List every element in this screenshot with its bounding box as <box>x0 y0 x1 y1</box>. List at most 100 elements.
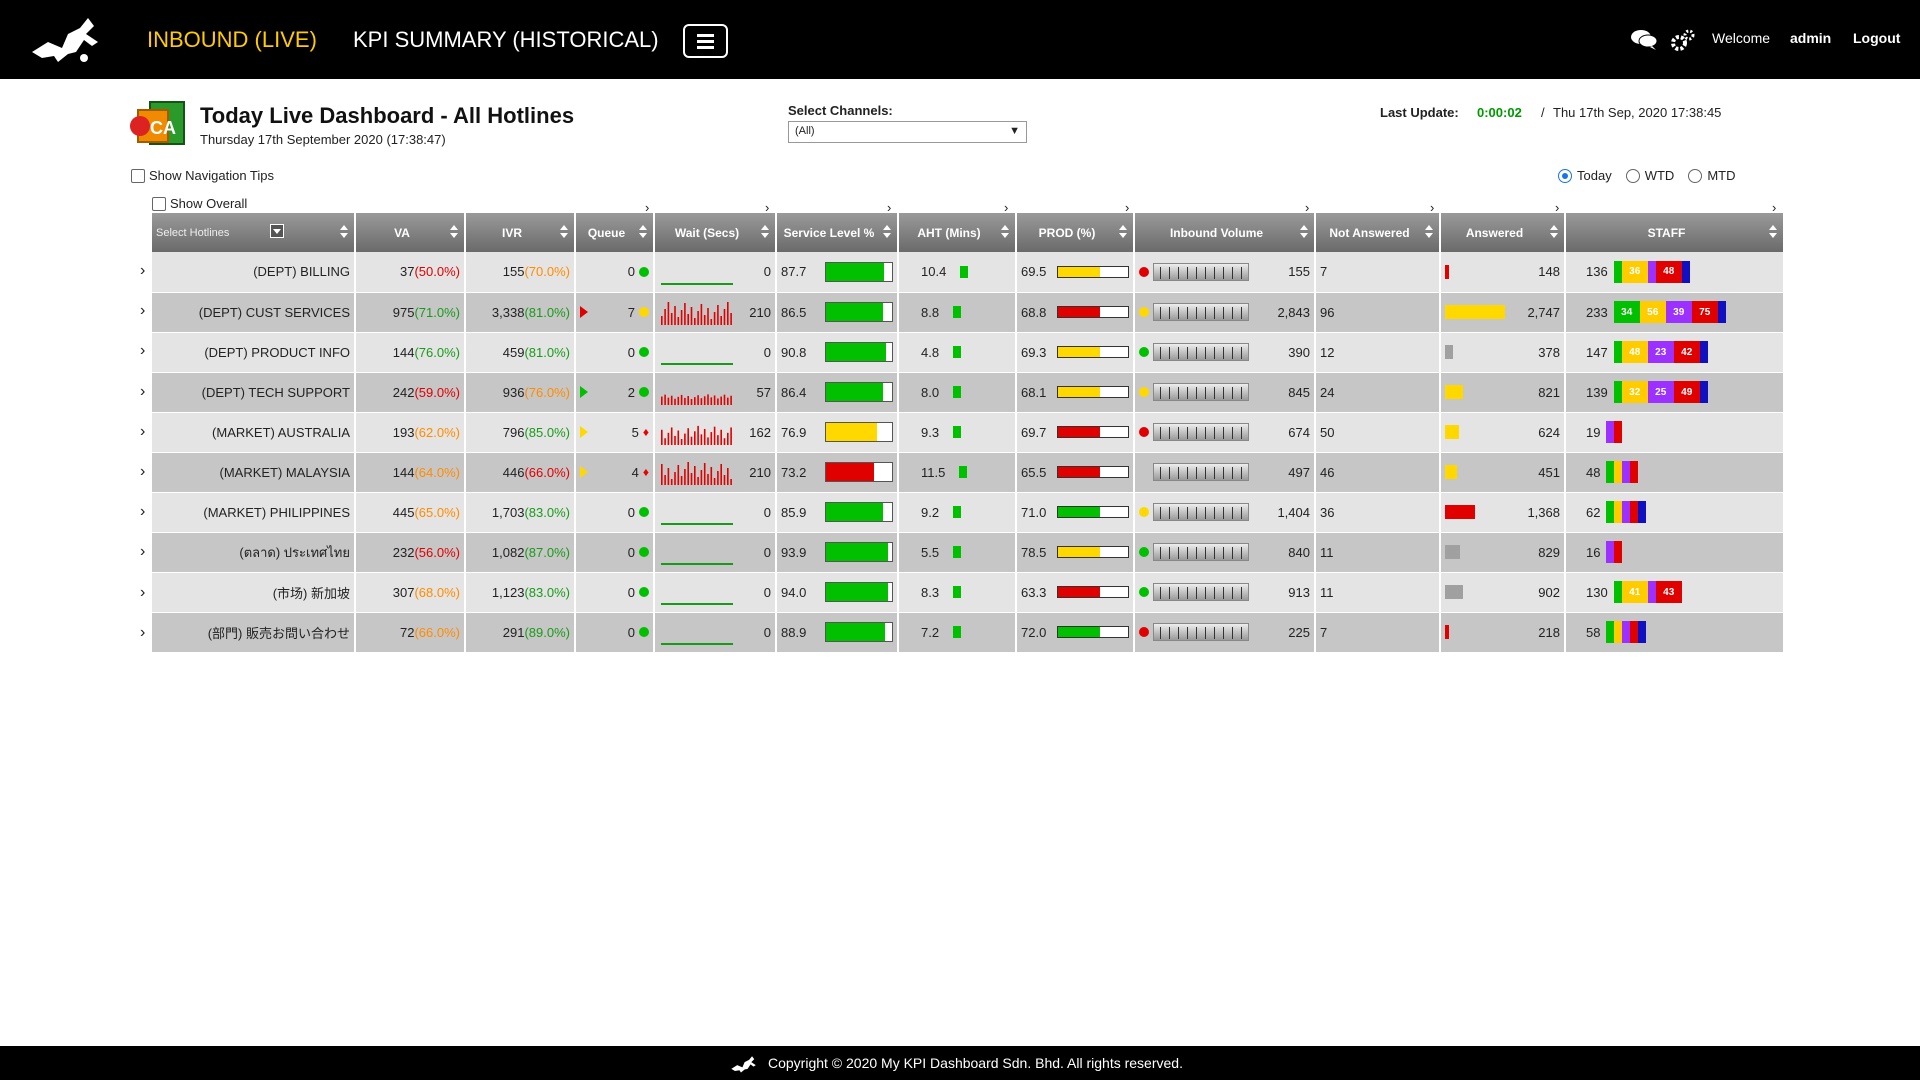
row-expand-chevron-icon[interactable]: › <box>140 262 146 279</box>
hamburger-menu-button[interactable] <box>683 24 728 58</box>
aht-cell: 7.2 <box>898 612 1017 653</box>
table-row[interactable]: (部門) 販売お問い合わせ 72(66.0%) 291(89.0%) 0 0 88.9 7.… <box>152 612 1785 653</box>
row-expand-chevron-icon[interactable]: › <box>140 543 146 561</box>
sl-fill <box>826 503 883 521</box>
radio-dot[interactable] <box>1688 168 1703 183</box>
hotline-name-cell[interactable]: (MARKET) MALAYSIA <box>152 452 356 493</box>
answered-bar <box>1445 425 1459 439</box>
wait-value: 0 <box>763 544 771 560</box>
radio-dot[interactable] <box>1558 168 1572 183</box>
hotline-name-cell[interactable]: (DEPT) TECH SUPPORT <box>152 372 356 413</box>
show-overall-checkbox[interactable]: Show Overall <box>152 196 247 211</box>
hotline-name-cell[interactable]: (部門) 販売お問い合わせ <box>152 612 356 653</box>
row-expand-chevron-icon[interactable]: › <box>140 623 146 641</box>
hotline-name-cell[interactable]: (MARKET) AUSTRALIA <box>152 412 356 453</box>
sort-icon[interactable] <box>1769 225 1777 239</box>
column-chevron-icon[interactable]: › <box>1305 200 1310 215</box>
hotline-name-cell[interactable]: (DEPT) BILLING <box>152 252 356 293</box>
table-row[interactable]: (DEPT) CUST SERVICES 975(71.0%) 3,338(81.0… <box>152 292 1785 333</box>
table-row[interactable]: (DEPT) PRODUCT INFO 144(76.0%) 459(81.0%) 0… <box>152 332 1785 373</box>
column-chevron-icon[interactable]: › <box>765 200 770 215</box>
table-row[interactable]: (MARKET) AUSTRALIA 193(62.0%) 796(85.0%) 5 ♦… <box>152 412 1785 453</box>
sort-icon[interactable] <box>1119 225 1127 239</box>
sort-icon[interactable] <box>560 225 568 239</box>
row-expand-chevron-icon[interactable]: › <box>140 463 146 480</box>
scale-tick <box>1223 307 1224 319</box>
sort-icon[interactable] <box>340 225 348 239</box>
hotline-name-cell[interactable]: (市场) 新加坡 <box>152 572 356 613</box>
spark-bar <box>694 466 696 485</box>
column-header-hotlines[interactable]: Select Hotlines <box>152 213 356 252</box>
sort-icon[interactable] <box>639 225 647 239</box>
row-expand-chevron-icon[interactable]: › <box>140 342 146 360</box>
channels-select[interactable]: (All) ▼ <box>788 121 1027 143</box>
prod-value: 63.3 <box>1021 584 1047 600</box>
nav-inbound-live[interactable]: INBOUND (LIVE) <box>147 27 317 52</box>
column-header-staff[interactable]: STAFF <box>1565 213 1785 252</box>
column-header-va[interactable]: VA <box>355 213 466 252</box>
column-header-prod[interactable]: PROD (%) <box>1016 213 1135 252</box>
row-expand-chevron-icon[interactable]: › <box>140 583 146 601</box>
column-chevron-icon[interactable]: › <box>887 200 892 215</box>
logout-link[interactable]: Logout <box>1853 30 1901 46</box>
hotline-name-cell[interactable]: (ตลาด) ประเทศไทย <box>152 532 356 573</box>
hotline-name-cell[interactable]: (MARKET) PHILIPPINES <box>152 492 356 533</box>
table-row[interactable]: (ตลาด) ประเทศไทย 232(56.0%) 1,082(87.0%) 0 0… <box>152 532 1785 573</box>
nav-tips-checkbox[interactable]: Show Navigation Tips <box>131 168 274 183</box>
answered-value: 378 <box>1538 344 1560 360</box>
checkbox-box[interactable] <box>152 196 166 211</box>
brand-logo[interactable] <box>28 12 110 66</box>
chat-icon[interactable] <box>1630 28 1658 50</box>
column-header-queue[interactable]: Queue <box>575 213 655 252</box>
sort-icon[interactable] <box>883 225 891 239</box>
table-row[interactable]: (MARKET) PHILIPPINES 445(65.0%) 1,703(83.0… <box>152 492 1785 533</box>
nav-kpi-summary[interactable]: KPI SUMMARY (HISTORICAL) <box>353 27 659 52</box>
radio-mtd[interactable]: MTD <box>1688 168 1735 183</box>
column-header-volume[interactable]: Inbound Volume <box>1134 213 1316 252</box>
radio-today[interactable]: Today <box>1558 168 1612 183</box>
column-chevron-icon[interactable]: › <box>1555 200 1560 215</box>
column-chevron-icon[interactable]: › <box>1772 200 1777 215</box>
spark-bar <box>664 475 666 485</box>
scale-tick <box>1205 627 1206 639</box>
ivr-percent: (87.0%) <box>524 544 570 560</box>
staff-segment <box>1613 341 1622 363</box>
hotline-name-cell[interactable]: (DEPT) PRODUCT INFO <box>152 332 356 373</box>
radio-dot[interactable] <box>1625 168 1640 183</box>
va-cell: 144(76.0%) <box>355 332 466 373</box>
row-expand-chevron-icon[interactable]: › <box>140 422 146 440</box>
table-row[interactable]: (MARKET) MALAYSIA 144(64.0%) 446(66.0%) 4 ♦ 2… <box>152 452 1785 493</box>
column-chevron-icon[interactable]: › <box>1125 200 1130 215</box>
sort-icon[interactable] <box>761 225 769 239</box>
column-header-not-answered[interactable]: Not Answered <box>1315 213 1441 252</box>
sort-icon[interactable] <box>1001 225 1009 239</box>
table-row[interactable]: (DEPT) BILLING 37(50.0%) 155(70.0%) 0 0 87.7 1… <box>152 252 1785 293</box>
table-row[interactable]: (市场) 新加坡 307(68.0%) 1,123(83.0%) 0 0 94.0 8.3 6… <box>152 572 1785 613</box>
column-chevron-icon[interactable]: › <box>1430 200 1435 215</box>
table-row[interactable]: (DEPT) TECH SUPPORT 242(59.0%) 936(76.0%) 2… <box>152 372 1785 413</box>
spark-bar <box>720 316 722 325</box>
column-header-service-level[interactable]: Service Level % <box>776 213 899 252</box>
checkbox-box[interactable] <box>131 168 145 183</box>
sort-icon[interactable] <box>450 225 458 239</box>
spark-bar <box>670 395 673 405</box>
hotlines-dropdown-icon[interactable] <box>270 224 284 238</box>
row-expand-chevron-icon[interactable]: › <box>140 302 146 320</box>
column-chevron-icon[interactable]: › <box>645 200 650 215</box>
radio-wtd[interactable]: WTD <box>1625 168 1674 183</box>
sort-icon[interactable] <box>1425 225 1433 239</box>
spark-bar <box>717 471 719 485</box>
aht-marker-icon <box>953 426 962 438</box>
column-header-answered[interactable]: Answered <box>1440 213 1566 252</box>
row-expand-chevron-icon[interactable]: › <box>140 382 146 400</box>
column-header-ivr[interactable]: IVR <box>465 213 576 252</box>
column-header-aht[interactable]: AHT (Mins) <box>898 213 1017 252</box>
hotline-name-cell[interactable]: (DEPT) CUST SERVICES <box>152 292 356 333</box>
row-expand-chevron-icon[interactable]: › <box>140 503 146 521</box>
sort-icon[interactable] <box>1550 225 1558 239</box>
column-chevron-icon[interactable]: › <box>1004 200 1009 215</box>
volume-cell: 2,843 <box>1134 292 1316 333</box>
column-header-wait[interactable]: Wait (Secs) <box>654 213 777 252</box>
gear-icon[interactable] <box>1670 28 1696 52</box>
sort-icon[interactable] <box>1300 225 1308 239</box>
